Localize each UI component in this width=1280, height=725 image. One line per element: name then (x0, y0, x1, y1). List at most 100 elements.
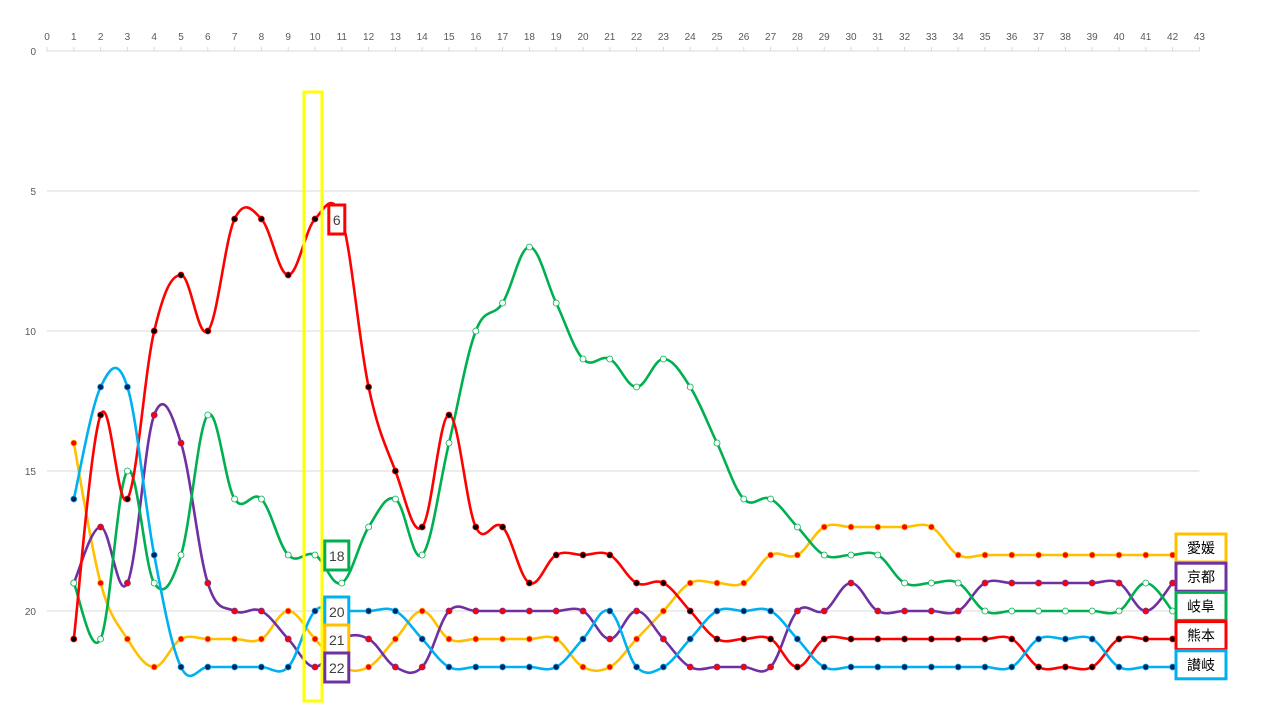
data-point-2-13 (391, 663, 399, 671)
x-tick-label-17: 17 (497, 32, 509, 43)
x-tick-label-42: 42 (1167, 32, 1179, 43)
data-point-3-31 (874, 551, 882, 559)
data-point-5-30 (847, 663, 855, 671)
x-tick-label-8: 8 (259, 32, 265, 43)
data-point-5-29 (820, 663, 828, 671)
data-point-1-18 (526, 635, 533, 643)
data-point-3-30 (847, 551, 855, 559)
annotations: 6 18 20 21 22 (323, 203, 351, 684)
x-tick-label-6: 6 (205, 32, 211, 43)
data-point-4-23 (660, 579, 667, 587)
legend-label-5: 讃岐 (1187, 658, 1215, 674)
data-point-5-23 (660, 663, 667, 671)
x-tick-label-1: 1 (71, 32, 77, 43)
data-point-1-24 (686, 579, 694, 587)
data-point-5-32 (901, 663, 908, 671)
data-point-2-15 (445, 607, 453, 615)
x-tick-label-34: 34 (953, 32, 965, 43)
data-point-5-8 (257, 663, 265, 671)
data-point-5-1 (70, 495, 78, 503)
series-3 (70, 243, 1176, 644)
data-point-5-6 (204, 663, 212, 671)
y-axis: 0 5 10 15 20 (25, 47, 37, 618)
x-tick-label-37: 37 (1033, 32, 1045, 43)
data-point-5-31 (874, 663, 882, 671)
data-point-3-14 (418, 551, 426, 559)
data-point-1-33 (928, 523, 935, 531)
data-point-3-25 (713, 439, 721, 447)
data-point-2-19 (552, 607, 560, 615)
data-point-3-1 (70, 579, 78, 587)
data-point-3-22 (633, 383, 640, 391)
legend-label-3: 岐阜 (1187, 598, 1215, 615)
data-point-1-10 (311, 635, 319, 643)
data-point-1-14 (418, 607, 426, 615)
data-point-4-2 (97, 411, 104, 419)
data-point-5-35 (981, 663, 989, 671)
data-point-3-26 (740, 495, 748, 503)
x-tick-label-26: 26 (738, 32, 750, 43)
x-tick-label-25: 25 (711, 32, 723, 43)
x-tick-label-23: 23 (658, 32, 670, 43)
y-tick-label-10: 10 (25, 327, 37, 338)
data-point-1-26 (740, 579, 748, 587)
y-tick-label-5: 5 (30, 187, 36, 198)
data-point-3-4 (150, 579, 158, 587)
data-point-2-27 (767, 663, 774, 671)
data-point-5-22 (633, 663, 640, 671)
data-point-4-18 (526, 579, 533, 587)
data-point-4-14 (418, 523, 426, 531)
data-point-2-24 (686, 663, 694, 671)
data-point-2-31 (874, 607, 882, 615)
data-point-5-40 (1115, 663, 1123, 671)
data-point-1-36 (1008, 551, 1016, 559)
data-point-2-6 (204, 579, 212, 587)
data-point-4-29 (820, 635, 828, 643)
data-point-2-2 (97, 523, 104, 531)
series-line-4 (72, 201, 1173, 671)
data-point-5-20 (579, 635, 587, 643)
data-point-4-13 (391, 467, 399, 475)
data-point-2-20 (579, 607, 587, 615)
data-point-4-30 (847, 635, 855, 643)
data-point-5-17 (499, 663, 507, 671)
data-point-5-28 (794, 635, 801, 643)
data-point-1-6 (204, 635, 212, 643)
data-point-3-27 (767, 495, 774, 503)
y-tick-label-20: 20 (25, 607, 37, 618)
data-point-1-31 (874, 523, 882, 531)
x-tick-label-40: 40 (1113, 32, 1125, 43)
data-point-2-9 (284, 635, 292, 643)
x-tick-label-19: 19 (551, 32, 563, 43)
data-point-4-6 (204, 327, 212, 335)
data-point-4-12 (365, 383, 373, 391)
data-point-4-26 (740, 635, 748, 643)
data-point-3-3 (124, 467, 131, 475)
data-point-1-38 (1062, 551, 1069, 559)
data-point-3-20 (579, 355, 587, 363)
data-point-5-14 (418, 635, 426, 643)
data-point-5-15 (445, 663, 453, 671)
data-point-4-31 (874, 635, 882, 643)
data-point-3-23 (660, 355, 667, 363)
x-tick-label-33: 33 (926, 32, 938, 43)
data-point-4-41 (1142, 635, 1150, 643)
data-point-5-25 (713, 607, 721, 615)
data-point-4-34 (954, 635, 962, 643)
data-point-4-20 (579, 551, 587, 559)
x-tick-label-28: 28 (792, 32, 804, 43)
x-tick-label-3: 3 (125, 32, 131, 43)
data-point-1-5 (177, 635, 185, 643)
annotation-box-3 (323, 595, 351, 628)
data-point-3-12 (365, 523, 373, 531)
data-point-2-25 (713, 663, 721, 671)
series-5 (70, 366, 1176, 678)
x-tick-label-4: 4 (151, 32, 157, 43)
data-point-3-5 (177, 551, 185, 559)
data-point-1-20 (579, 663, 587, 671)
annotation-label-2: 18 (329, 548, 345, 564)
data-point-2-33 (928, 607, 935, 615)
data-point-1-35 (981, 551, 989, 559)
x-tick-label-21: 21 (604, 32, 616, 43)
